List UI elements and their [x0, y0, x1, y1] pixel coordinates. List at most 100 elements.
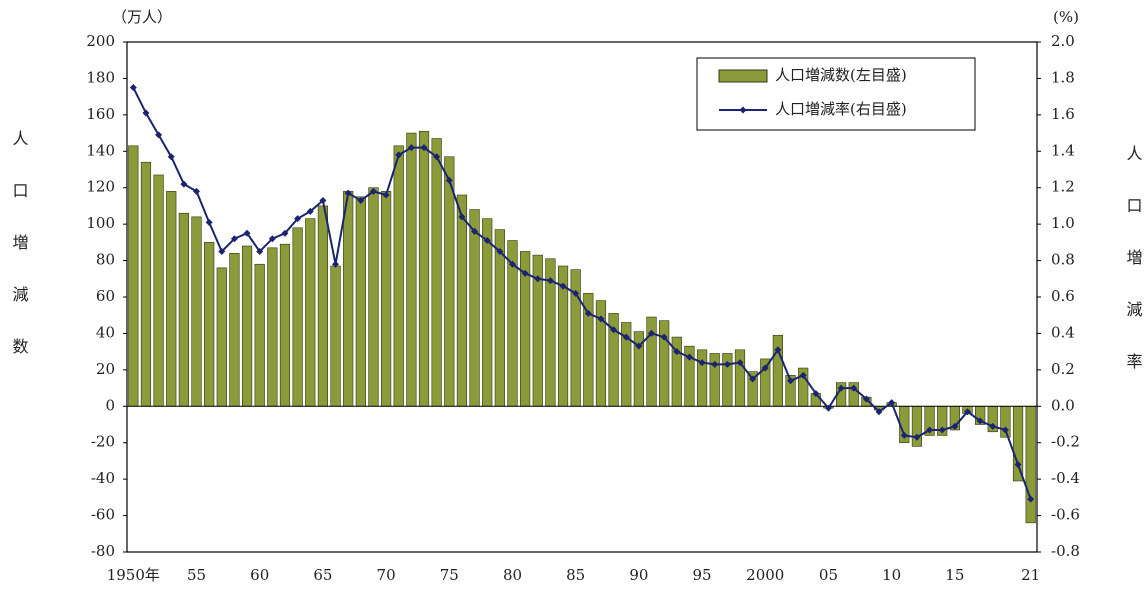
- marker: [888, 399, 896, 407]
- marker: [129, 84, 137, 92]
- marker: [332, 260, 340, 268]
- bar: [153, 174, 164, 407]
- bar: [305, 218, 316, 407]
- legend-swatch: [718, 69, 768, 83]
- y2-tick-label: 0.6: [1051, 287, 1075, 305]
- bar: [204, 242, 215, 407]
- bar: [229, 252, 240, 407]
- bar: [696, 349, 708, 407]
- marker: [420, 144, 428, 152]
- marker: [938, 426, 946, 434]
- marker: [1014, 461, 1022, 469]
- bar: [355, 196, 366, 407]
- marker: [395, 151, 403, 159]
- y-tick-label: 80: [96, 251, 115, 269]
- marker: [913, 433, 921, 441]
- x-tick-label: 70: [377, 566, 396, 584]
- marker: [445, 176, 453, 184]
- marker: [205, 218, 213, 226]
- marker: [382, 191, 390, 199]
- marker: [433, 153, 441, 161]
- marker: [256, 247, 264, 255]
- marker: [976, 417, 984, 425]
- y2-tick-label: 0.4: [1051, 323, 1075, 341]
- y-tick-label: 20: [96, 360, 115, 378]
- bar: [178, 212, 189, 407]
- y-tick-label: 100: [86, 214, 115, 232]
- y-tick-label: 200: [86, 32, 115, 50]
- marker: [142, 109, 150, 117]
- marker: [193, 187, 201, 195]
- bar: [279, 243, 291, 407]
- x-tick-label: 05: [819, 566, 838, 584]
- y-tick-label: -20: [91, 433, 115, 451]
- x-tick-label: 2000: [746, 566, 784, 584]
- bar: [140, 161, 152, 407]
- marker: [344, 189, 352, 197]
- marker: [862, 395, 870, 403]
- marker: [572, 289, 580, 297]
- bar: [267, 247, 278, 407]
- y2-tick-label: 0.2: [1051, 360, 1075, 378]
- marker: [508, 260, 516, 268]
- bar: [166, 191, 177, 407]
- marker: [787, 377, 795, 385]
- y2-axis-label: 人口増減率: [1124, 145, 1143, 405]
- marker: [926, 426, 934, 434]
- y-tick-label: -60: [91, 506, 115, 524]
- marker: [812, 390, 820, 398]
- x-tick-label: 21: [1021, 566, 1040, 584]
- marker: [369, 187, 377, 195]
- marker: [622, 333, 630, 341]
- marker: [900, 431, 908, 439]
- x-tick-label: 1950年: [107, 566, 160, 584]
- marker: [281, 229, 289, 237]
- x-tick-label: 80: [503, 566, 522, 584]
- bar: [418, 130, 430, 407]
- legend-marker: [739, 106, 747, 114]
- marker: [711, 360, 719, 368]
- bar: [406, 132, 417, 407]
- marker: [218, 247, 226, 255]
- x-tick-label: 10: [882, 566, 901, 584]
- legend-label: 人口増減率(右目盛): [775, 100, 907, 118]
- marker: [458, 213, 466, 221]
- bar: [659, 320, 670, 407]
- legend-label: 人口増減数(左目盛): [775, 66, 907, 84]
- marker: [989, 422, 997, 430]
- marker: [761, 364, 769, 372]
- plot-frame: [126, 41, 1038, 553]
- marker: [546, 277, 554, 285]
- marker: [774, 346, 782, 354]
- x-tick-label: 95: [693, 566, 712, 584]
- marker: [736, 359, 744, 367]
- y2-tick-label: 1.8: [1051, 68, 1075, 86]
- marker: [294, 215, 302, 223]
- y2-tick-label: 1.4: [1051, 141, 1075, 159]
- marker: [963, 408, 971, 416]
- bar: [482, 218, 493, 407]
- marker: [597, 315, 605, 323]
- marker: [243, 229, 251, 237]
- marker: [875, 408, 883, 416]
- y-tick-label: 60: [96, 287, 115, 305]
- marker: [660, 333, 668, 341]
- bar: [772, 334, 784, 407]
- bar: [368, 187, 379, 407]
- marker: [951, 422, 959, 430]
- marker: [483, 237, 491, 245]
- bar: [431, 138, 442, 407]
- marker: [824, 404, 832, 412]
- marker: [635, 342, 643, 350]
- y-tick-label: 120: [86, 178, 115, 196]
- y2-tick-label: 0.0: [1051, 396, 1075, 414]
- bar: [216, 267, 227, 407]
- x-tick-label: 60: [250, 566, 269, 584]
- y-tick-label: -40: [91, 469, 115, 487]
- x-tick-label: 55: [187, 566, 206, 584]
- y-tick-label: 0: [105, 396, 115, 414]
- marker: [357, 196, 365, 204]
- marker: [155, 131, 163, 139]
- bar: [241, 245, 253, 407]
